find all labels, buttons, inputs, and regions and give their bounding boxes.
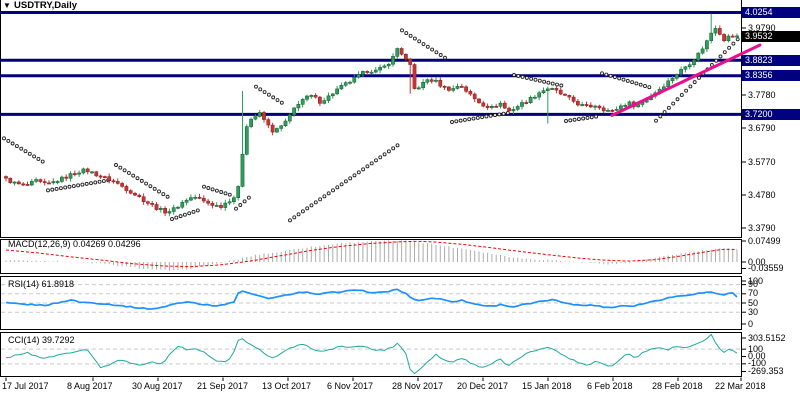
- date-axis-label: 20 Dec 2017: [457, 381, 509, 391]
- cci-scale-tick: 100: [748, 343, 764, 354]
- cci-scale-tick: 303.5152: [748, 332, 786, 343]
- date-axis-label: 6 Nov 2017: [327, 381, 374, 391]
- rsi-indicator-label: RSI(14) 61.8918: [8, 279, 75, 289]
- cci-indicator-label: CCI(14) 39.7292: [8, 335, 75, 345]
- price-scale-tick: 3.7780: [748, 89, 776, 100]
- rsi-scale-tick: 90: [748, 279, 759, 290]
- date-axis-label: 8 Aug 2017: [67, 381, 113, 391]
- price-scale-tick: 3.5770: [748, 156, 776, 167]
- cci-scale-tick: -100: [748, 358, 767, 369]
- rsi-scale-tick: 0: [748, 318, 754, 329]
- current-price-badge: 3.9532: [742, 31, 800, 43]
- cci-scale-tick: 0.00: [748, 351, 766, 361]
- price-scale-tick: 3.4780: [748, 189, 776, 200]
- date-axis-label: 22 Mar 2018: [715, 381, 766, 391]
- macd-scale-tick: -0.03559: [748, 263, 784, 273]
- price-level-badge: 3.8356: [742, 70, 800, 82]
- cci-scale-tick: -269.353: [748, 366, 784, 376]
- date-axis-label: 15 Jan 2018: [522, 381, 572, 391]
- date-axis-label: 6 Feb 2018: [587, 381, 633, 391]
- price-scale-tick: 3.3790: [748, 222, 776, 233]
- date-axis-label: 28 Feb 2018: [652, 381, 703, 391]
- date-axis-label: 13 Oct 2017: [262, 381, 312, 391]
- macd-scale-tick: 0.00: [748, 256, 766, 267]
- price-level-badge: 3.7200: [742, 108, 800, 120]
- price-level-badge: 4.0254: [742, 7, 800, 19]
- date-axis-label: 17 Jul 2017: [2, 381, 49, 391]
- date-axis-label: 28 Nov 2017: [392, 381, 444, 391]
- rsi-scale-tick: 100: [748, 275, 764, 286]
- date-axis-label: 21 Sep 2017: [197, 381, 249, 391]
- macd-indicator-label: MACD(12,26,9) 0.04269 0.04296: [8, 239, 141, 249]
- rsi-scale-tick: 30: [748, 306, 759, 317]
- rsi-scale-tick: 50: [748, 297, 759, 308]
- date-axis-label: 30 Aug 2017: [132, 381, 183, 391]
- price-scale-tick: 3.9790: [748, 22, 776, 33]
- chart-dropdown-icon[interactable]: ▼: [3, 1, 11, 10]
- chart-title: USDTRY,Daily: [14, 0, 77, 11]
- macd-scale-tick: 0.07499: [748, 235, 781, 246]
- price-scale-tick: 3.6790: [748, 122, 776, 133]
- price-level-badge: 3.8823: [742, 54, 800, 66]
- rsi-scale-tick: 70: [748, 288, 759, 299]
